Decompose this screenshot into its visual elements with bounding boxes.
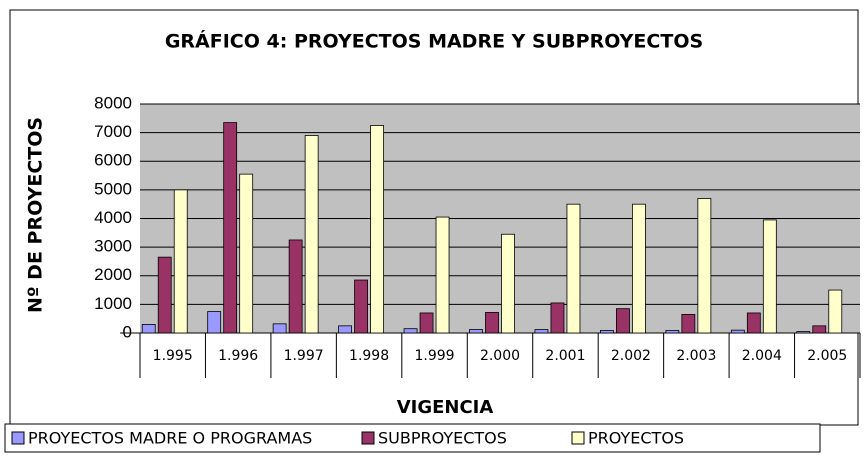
x-tick-label: 2.005 [807, 348, 847, 364]
bar [828, 289, 843, 334]
bar [141, 324, 156, 334]
x-tick-label: 2.002 [611, 348, 651, 364]
bar [681, 313, 696, 334]
bar [762, 219, 777, 334]
legend-swatch [11, 431, 25, 445]
x-tick-label: 1.997 [284, 348, 324, 364]
bar [173, 189, 188, 334]
x-axis-label: VIGENCIA [397, 397, 494, 418]
y-tick-label: 4000 [94, 208, 132, 227]
bar [469, 329, 483, 334]
x-tick-label: 1.998 [349, 348, 389, 364]
y-axis-label: Nº DE PROYECTOS [25, 117, 47, 313]
bar [632, 203, 646, 334]
bar [665, 330, 680, 334]
bar [157, 256, 172, 334]
legend-swatch [571, 431, 585, 445]
bar [304, 135, 319, 334]
chart-title: GRÁFICO 4: PROYECTOS MADRE Y SUBPROYECTO… [165, 30, 703, 53]
y-tick-label: 0 [123, 322, 132, 341]
bar [746, 312, 761, 334]
bar [435, 216, 450, 334]
x-tick-label: 1.996 [218, 348, 258, 364]
bar [403, 328, 418, 334]
bar [223, 122, 238, 334]
legend-label: PROYECTOS MADRE O PROGRAMAS [28, 429, 312, 448]
x-tick-label: 2.000 [480, 348, 520, 364]
bar [600, 330, 614, 334]
y-tick-label: 7000 [94, 122, 132, 141]
y-tick-label: 3000 [94, 237, 132, 256]
bar [354, 279, 368, 334]
y-tick-label: 6000 [94, 151, 132, 170]
x-tick-label: 2.004 [742, 348, 782, 364]
bar [616, 308, 630, 334]
legend-label: PROYECTOS [588, 429, 684, 448]
bar [697, 198, 712, 334]
bar [550, 302, 565, 334]
bar [272, 323, 287, 334]
bar [370, 125, 384, 334]
bar [501, 233, 515, 334]
x-tick-label: 1.995 [153, 348, 193, 364]
bar [812, 325, 827, 334]
legend-label: SUBPROYECTOS [378, 429, 507, 448]
x-tick-label: 2.003 [676, 348, 716, 364]
bar [338, 325, 352, 334]
bar [419, 312, 434, 334]
x-tick-label: 1.999 [414, 348, 454, 364]
y-tick-label: 1000 [94, 294, 132, 313]
bar [207, 311, 222, 334]
bar [566, 203, 581, 334]
bar [288, 239, 303, 334]
bar [485, 311, 499, 334]
y-tick-label: 2000 [94, 265, 132, 284]
y-tick-label: 8000 [94, 93, 132, 112]
legend-box [4, 423, 821, 453]
bar [796, 331, 811, 334]
x-tick-label: 2.001 [545, 348, 585, 364]
bar [730, 329, 745, 334]
y-tick-label: 5000 [94, 179, 132, 198]
legend-swatch [361, 431, 375, 445]
bar [239, 173, 254, 334]
bar [534, 329, 549, 334]
